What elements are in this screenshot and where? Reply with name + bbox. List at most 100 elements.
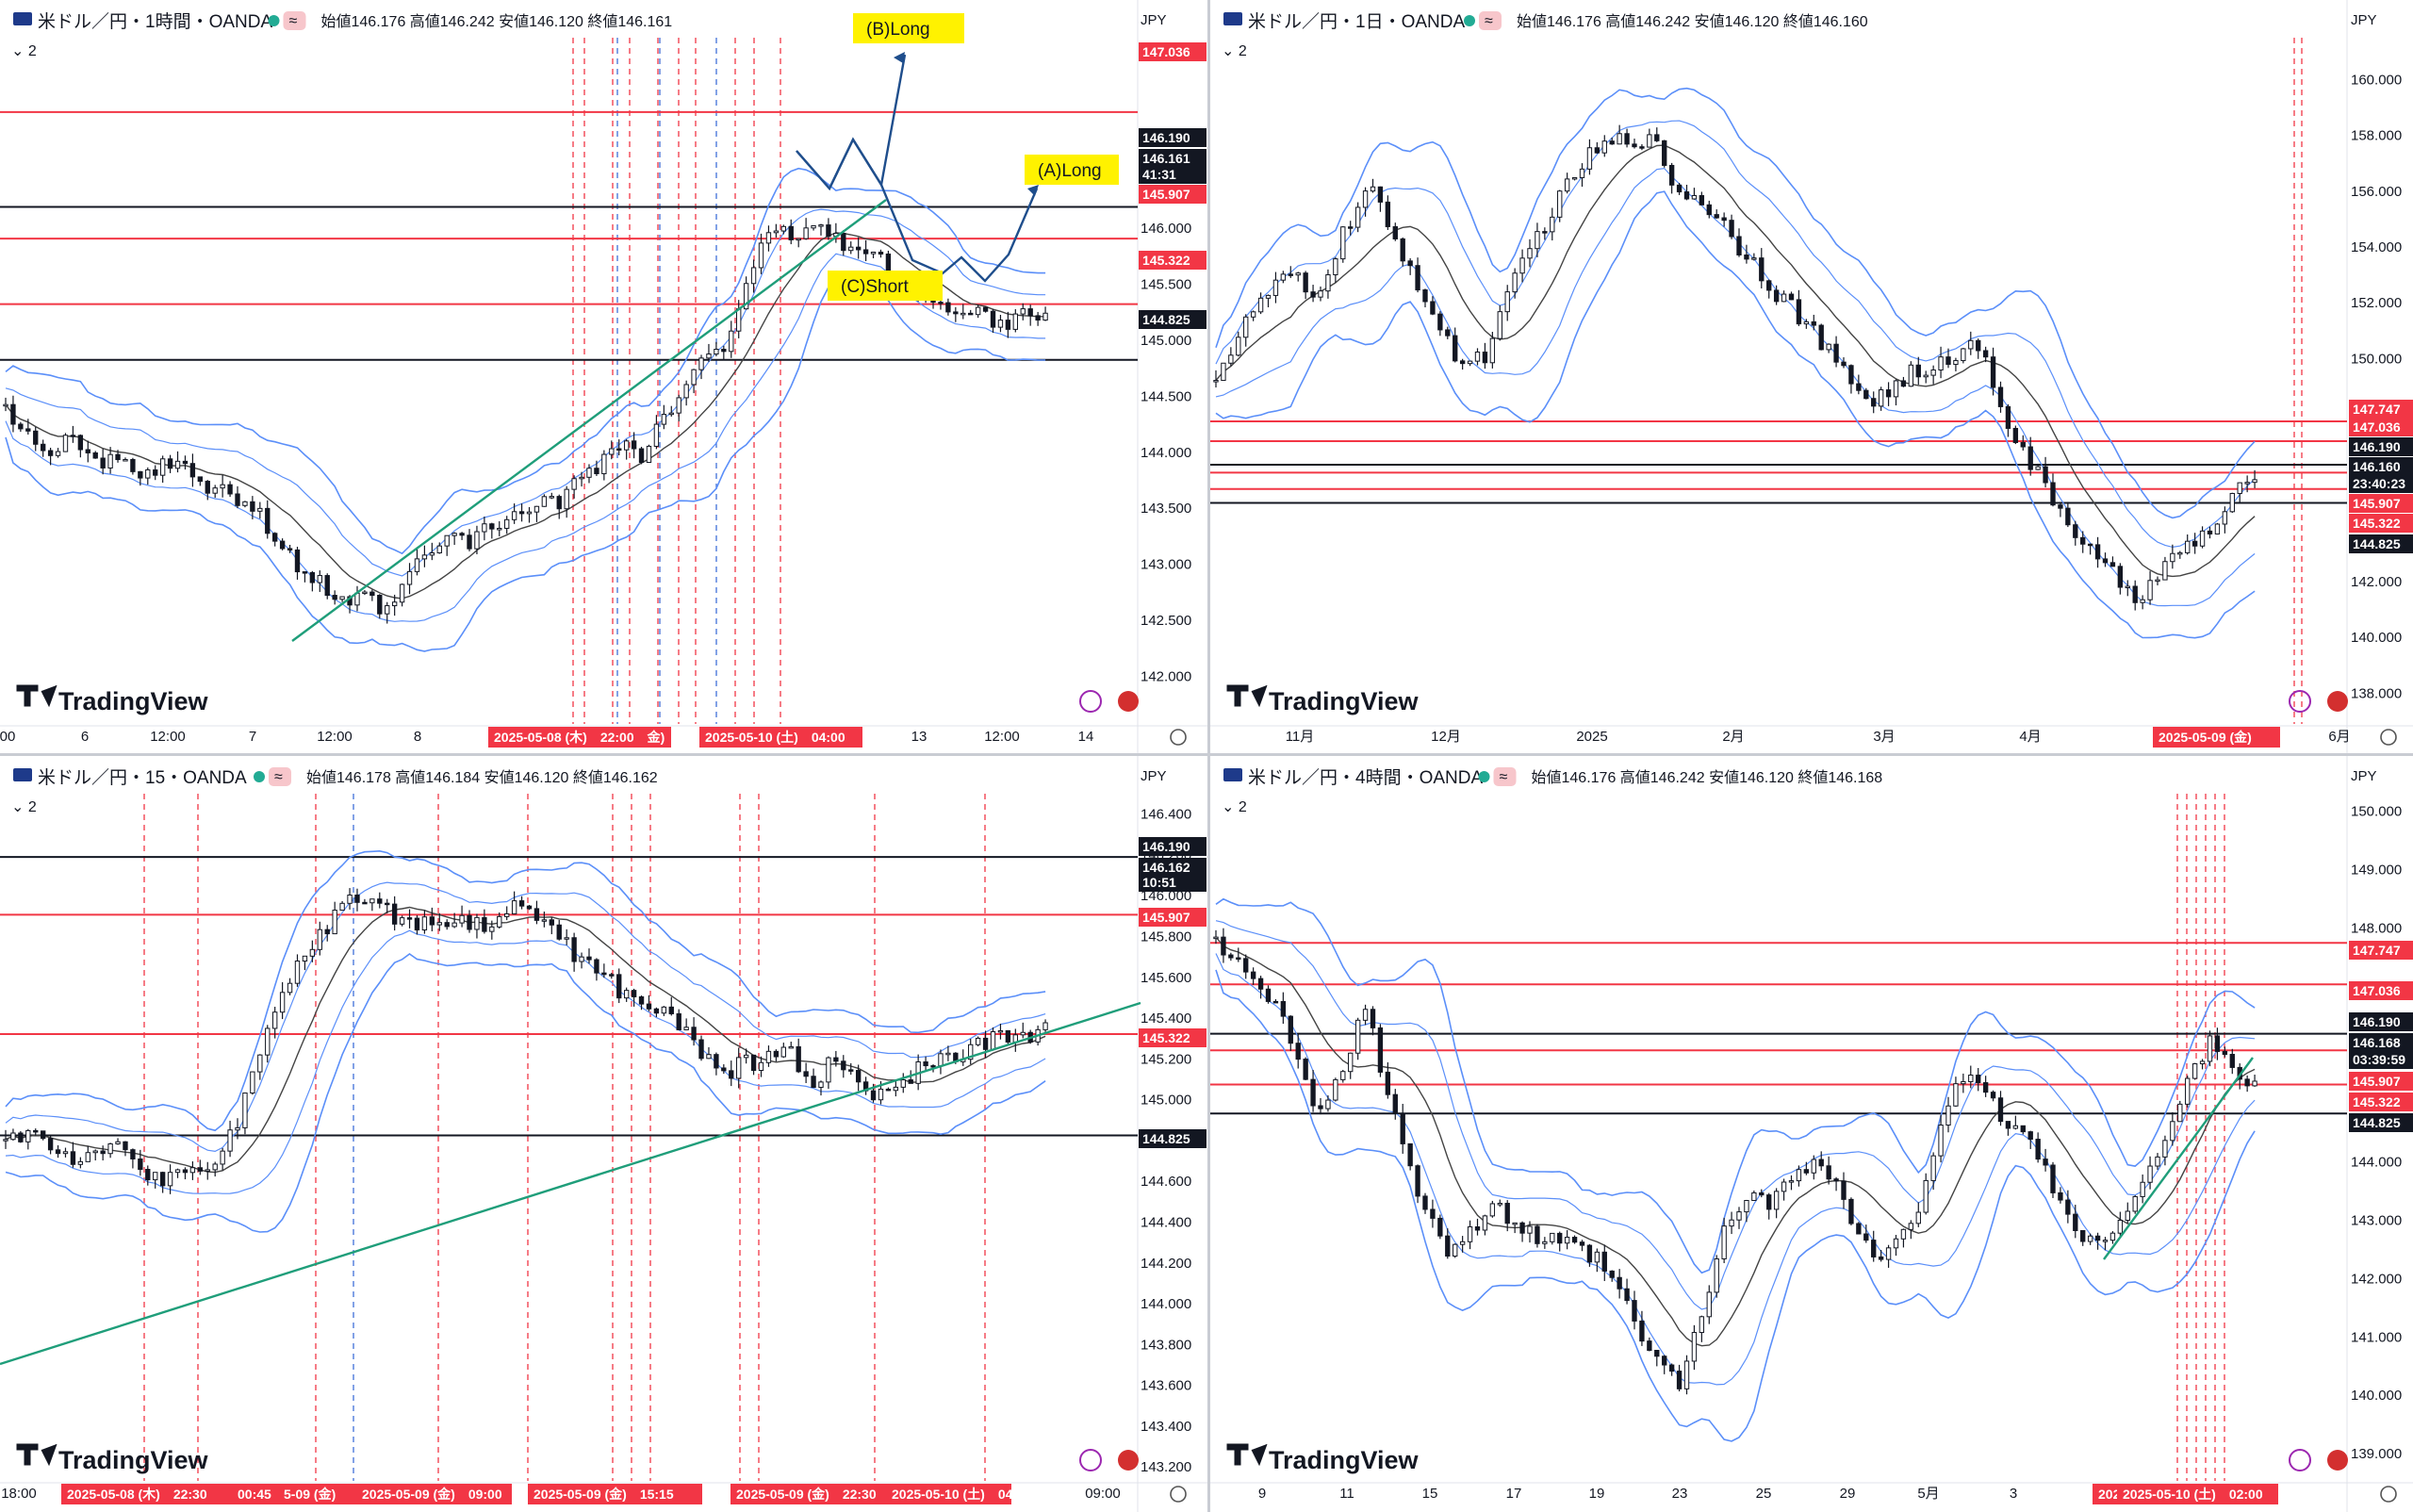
candle-body <box>893 1086 899 1092</box>
symbol-title[interactable]: 米ドル／円・4時間・OANDA <box>1248 767 1483 788</box>
candle-body <box>18 423 24 430</box>
x-axis-tick-label: 3月 <box>1873 729 1895 745</box>
candle-body <box>668 1006 674 1014</box>
chart-panel-1h[interactable]: 146.500146.000145.500145.000144.500144.0… <box>0 0 1207 753</box>
x-axis-tick-label: 6 <box>81 729 89 745</box>
scenario-label-a-long: (A)Long <box>1038 161 1102 181</box>
currency-label[interactable]: JPY <box>2351 12 2377 28</box>
indicator-collapse-button[interactable]: ⌄ 2 <box>1222 43 1247 59</box>
time-tag-label: 2025-05-09 (金) <box>2159 730 2252 745</box>
candle-body <box>1691 194 1698 200</box>
lightning-event-icon[interactable] <box>2289 1449 2311 1471</box>
status-dot-icon[interactable] <box>1478 771 1490 782</box>
currency-label[interactable]: JPY <box>1141 12 1167 28</box>
candle-body <box>1796 299 1802 325</box>
candle-body <box>1594 1251 1600 1263</box>
us-flag-event-icon[interactable] <box>1118 691 1139 712</box>
candle-body <box>601 453 607 475</box>
candle-body <box>406 917 413 920</box>
indicator-collapse-button[interactable]: ⌄ 2 <box>11 43 37 59</box>
symbol-title[interactable]: 米ドル／円・15・OANDA <box>38 767 247 788</box>
candle-body <box>257 507 263 512</box>
candle-body <box>174 460 181 469</box>
y-axis-tick-label: 143.600 <box>1141 1378 1191 1394</box>
chart-panel-1d[interactable]: 160.000 158.000 156.000 154.000 152.000 150.0… <box>1210 0 2413 753</box>
chart-15m-svg[interactable]: 146.400146.200146.000145.800145.600145.4… <box>0 756 1207 1512</box>
candle-body <box>1519 257 1525 274</box>
tradingview-brand: TradingView <box>58 1446 209 1474</box>
candle-body <box>1354 206 1361 228</box>
candle-body <box>1654 134 1660 141</box>
candle-body <box>900 1079 906 1088</box>
us-flag-event-icon[interactable] <box>2327 691 2348 712</box>
indicator-toggle-icon[interactable] <box>1493 767 1517 786</box>
candle-body <box>55 1149 61 1155</box>
price-tag-label: 145.322 <box>2353 516 2401 531</box>
us-flag-event-icon[interactable] <box>2327 1450 2348 1471</box>
candle-body <box>1803 1169 1810 1174</box>
symbol-title[interactable]: 米ドル／円・1日・OANDA <box>1248 11 1465 32</box>
lightning-event-icon[interactable] <box>1079 690 1102 713</box>
candle-body <box>1512 272 1518 293</box>
candle-body <box>399 583 405 603</box>
time-tag-box <box>886 1484 1011 1504</box>
candle-body <box>586 468 592 478</box>
candle-body <box>1826 343 1831 351</box>
tradingview-brand: TradingView <box>1269 1446 1420 1474</box>
currency-label[interactable]: JPY <box>2351 768 2377 784</box>
candle-body <box>848 246 854 252</box>
price-tag-label: 146.190 <box>2353 439 2401 454</box>
lightning-event-icon[interactable] <box>1079 1449 1102 1471</box>
bollinger-upper-band <box>1215 87 2256 519</box>
candle-body <box>1377 1027 1384 1073</box>
chart-1d-svg[interactable]: 160.000 158.000 156.000 154.000 152.000 150.0… <box>1210 0 2413 753</box>
candle-body <box>265 507 271 534</box>
candle-body <box>1422 289 1428 303</box>
status-dot-icon[interactable] <box>254 771 265 782</box>
price-tag-label: 145.322 <box>1142 1030 1190 1045</box>
candle-body <box>960 312 966 316</box>
tradingview-brand: TradingView <box>1269 687 1420 715</box>
candle-body <box>1459 360 1466 365</box>
currency-label[interactable]: JPY <box>1141 768 1167 784</box>
chart-1h-svg[interactable]: 146.500146.000145.500145.000144.500144.0… <box>0 0 1207 753</box>
candle-body <box>1938 1125 1944 1157</box>
panel-divider-horizontal[interactable] <box>0 753 2413 756</box>
candle-body <box>2094 544 2101 560</box>
lightning-event-icon[interactable] <box>2289 690 2311 713</box>
status-dot-icon[interactable] <box>1464 15 1475 26</box>
indicator-collapse-button[interactable]: ⌄ 2 <box>11 799 37 815</box>
indicator-collapse-button[interactable]: ⌄ 2 <box>1222 799 1247 815</box>
symbol-title[interactable]: 米ドル／円・1時間・OANDA <box>38 11 272 32</box>
candle-body <box>33 1129 39 1133</box>
us-flag-event-icon[interactable] <box>1118 1450 1139 1471</box>
candle-body <box>1571 1237 1578 1243</box>
candle-body <box>1392 225 1398 239</box>
chart-panel-4h[interactable]: 150.000149.000148.000147.000146.000145.0… <box>1210 756 2413 1512</box>
chart-4h-svg[interactable]: 150.000149.000148.000147.000146.000145.0… <box>1210 756 2413 1512</box>
candle-body <box>1467 360 1473 365</box>
indicator-toggle-icon[interactable] <box>269 767 291 786</box>
candle-body <box>2185 1077 2191 1105</box>
chart-panel-15m[interactable]: 146.400146.200146.000145.800145.600145.4… <box>0 756 1207 1512</box>
settings-gear-icon[interactable] <box>2380 1486 2397 1503</box>
candle-body <box>1295 272 1301 276</box>
candle-body <box>205 1169 210 1172</box>
panel-divider-vertical[interactable] <box>1207 0 1210 1512</box>
candle-body <box>579 476 584 480</box>
x-axis-tick-label: 29 <box>1840 1486 1856 1502</box>
settings-gear-icon[interactable] <box>1170 729 1187 746</box>
candle-body <box>1392 1093 1398 1114</box>
settings-gear-icon[interactable] <box>2380 729 2397 746</box>
candle-body <box>729 1070 734 1079</box>
status-dot-icon[interactable] <box>268 15 280 26</box>
indicator-toggle-icon[interactable] <box>283 11 306 30</box>
candle-body <box>1415 1165 1420 1197</box>
price-tag-label: 144.825 <box>2353 1115 2401 1130</box>
candle-body <box>1990 356 1996 388</box>
settings-gear-icon[interactable] <box>1170 1486 1187 1503</box>
indicator-toggle-icon[interactable] <box>1479 11 1502 30</box>
candle-body <box>47 1138 54 1151</box>
candle-body <box>1415 265 1420 291</box>
candle-body <box>1318 1105 1323 1109</box>
